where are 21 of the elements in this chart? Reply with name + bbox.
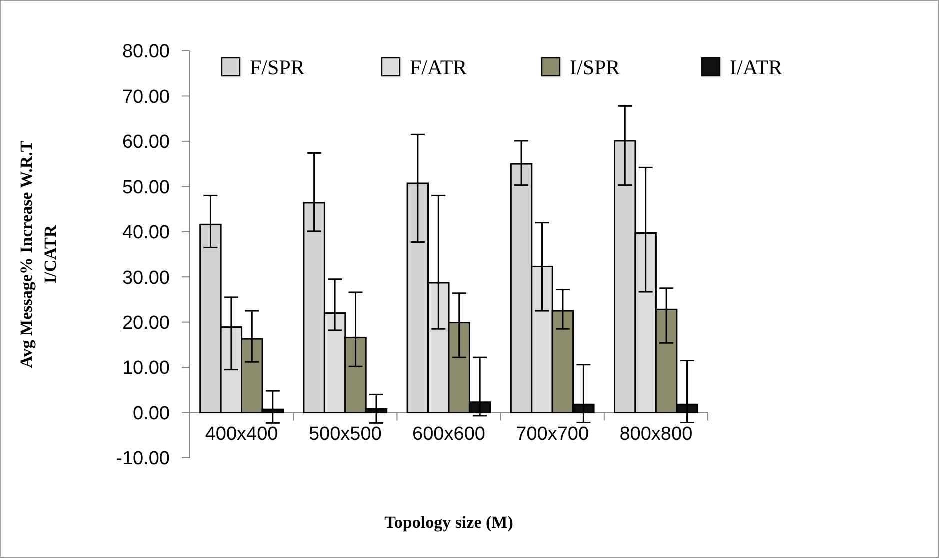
y-tick-label: 50.00	[122, 177, 170, 198]
legend-label: I/ATR	[730, 55, 782, 80]
x-tick-label: 700x700	[516, 424, 590, 445]
x-tick-label: 400x400	[205, 424, 278, 445]
legend-label: F/SPR	[250, 55, 305, 80]
y-tick-label: 20.00	[122, 312, 170, 334]
y-tick-label: 40.00	[122, 222, 170, 244]
x-tick-label: 600x600	[412, 424, 486, 445]
y-tick-label: 60.00	[122, 132, 170, 154]
x-axis-title: Topology size (M)	[384, 513, 514, 532]
y-axis-title: Avg Message% Increase W.R.T I/CATR	[17, 140, 60, 368]
y-tick-label: 80.00	[122, 42, 170, 63]
y-tick-label: -10.00	[116, 448, 170, 470]
y-tick-label: 0.00	[133, 403, 170, 424]
legend-label: F/ATR	[410, 55, 468, 80]
x-tick-label: 500x500	[308, 424, 382, 445]
y-tick-label: 30.00	[122, 268, 170, 289]
y-tick-label: 10.00	[122, 358, 170, 380]
x-tick-label: 800x800	[620, 424, 693, 445]
y-tick-label: 70.00	[122, 86, 170, 108]
legend-label: I/SPR	[570, 55, 620, 80]
